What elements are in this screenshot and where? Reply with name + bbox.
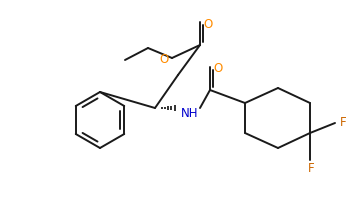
Text: F: F bbox=[308, 162, 314, 175]
Text: NH: NH bbox=[181, 107, 199, 119]
Text: O: O bbox=[159, 52, 169, 65]
Text: O: O bbox=[203, 18, 213, 31]
Text: F: F bbox=[340, 116, 346, 128]
Text: O: O bbox=[213, 62, 223, 76]
